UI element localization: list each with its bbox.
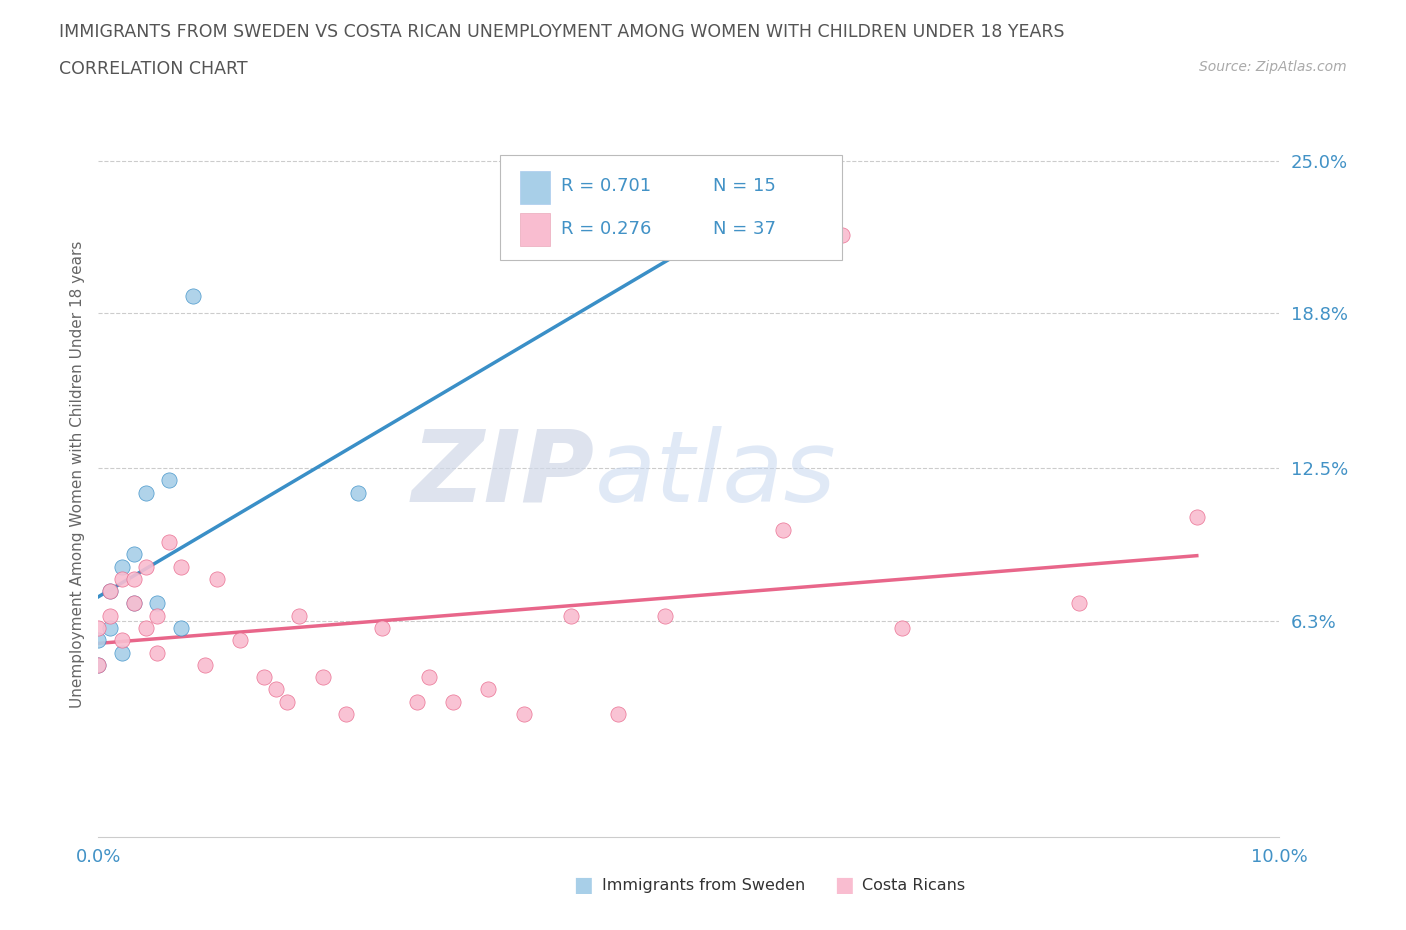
Point <box>87 620 110 635</box>
Point <box>560 608 582 623</box>
Point <box>122 596 145 611</box>
Point <box>146 608 169 623</box>
Point <box>87 658 110 672</box>
Text: IMMIGRANTS FROM SWEDEN VS COSTA RICAN UNEMPLOYMENT AMONG WOMEN WITH CHILDREN UND: IMMIGRANTS FROM SWEDEN VS COSTA RICAN UN… <box>59 23 1064 41</box>
Point <box>122 596 145 611</box>
Point <box>654 608 676 623</box>
Point <box>441 695 464 710</box>
Point <box>98 608 121 623</box>
Point <box>229 632 252 647</box>
Point <box>111 632 134 647</box>
Y-axis label: Unemployment Among Women with Children Under 18 years: Unemployment Among Women with Children U… <box>69 241 84 708</box>
Point <box>111 571 134 586</box>
Point <box>890 620 912 635</box>
Text: ■: ■ <box>834 875 853 896</box>
Point <box>831 227 853 242</box>
Point <box>135 485 157 500</box>
Point <box>371 620 394 635</box>
Point <box>181 288 204 303</box>
Point <box>122 571 145 586</box>
Point <box>253 670 276 684</box>
Point <box>98 584 121 599</box>
Text: R = 0.701: R = 0.701 <box>561 178 651 195</box>
Point <box>87 658 110 672</box>
Point <box>288 608 311 623</box>
Point <box>607 707 630 722</box>
Point <box>87 632 110 647</box>
Point <box>772 522 794 537</box>
Point <box>512 707 534 722</box>
FancyBboxPatch shape <box>501 155 842 260</box>
Point <box>276 695 298 710</box>
Point <box>1067 596 1090 611</box>
Text: R = 0.276: R = 0.276 <box>561 220 652 238</box>
Bar <box>520 213 550 246</box>
Point <box>205 571 228 586</box>
Point <box>146 645 169 660</box>
Text: ■: ■ <box>574 875 593 896</box>
Text: atlas: atlas <box>595 426 837 523</box>
Point <box>335 707 357 722</box>
Point <box>146 596 169 611</box>
Text: N = 15: N = 15 <box>713 178 776 195</box>
Point <box>157 535 180 550</box>
Text: Costa Ricans: Costa Ricans <box>862 878 965 893</box>
Point <box>264 682 287 697</box>
Point <box>170 559 193 574</box>
Text: Source: ZipAtlas.com: Source: ZipAtlas.com <box>1199 60 1347 74</box>
Point <box>135 620 157 635</box>
Point <box>347 485 370 500</box>
Bar <box>520 171 550 204</box>
Point <box>406 695 429 710</box>
Point <box>122 547 145 562</box>
Point <box>702 239 724 254</box>
Text: Immigrants from Sweden: Immigrants from Sweden <box>602 878 806 893</box>
Point <box>157 473 180 488</box>
Point <box>111 645 134 660</box>
Point <box>1185 510 1208 525</box>
Point <box>111 559 134 574</box>
Point <box>98 584 121 599</box>
Text: N = 37: N = 37 <box>713 220 776 238</box>
Text: ZIP: ZIP <box>412 426 595 523</box>
Text: CORRELATION CHART: CORRELATION CHART <box>59 60 247 78</box>
Point <box>418 670 440 684</box>
Point <box>312 670 335 684</box>
Point <box>98 620 121 635</box>
Point <box>170 620 193 635</box>
Point <box>477 682 499 697</box>
Point <box>135 559 157 574</box>
Point <box>194 658 217 672</box>
